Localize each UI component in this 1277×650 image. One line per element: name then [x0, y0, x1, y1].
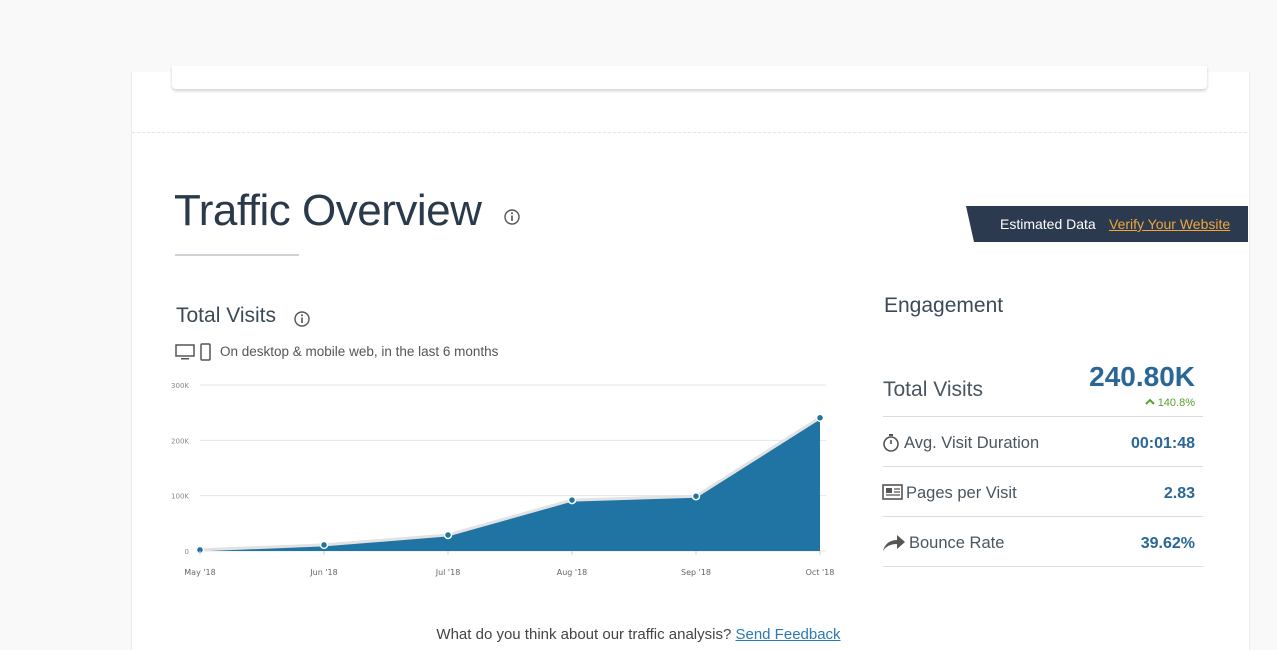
clock-icon [883, 434, 899, 452]
metric-label: Avg. Visit Duration [904, 434, 1040, 452]
x-tick-label: Jul '18 [435, 568, 461, 577]
verify-link[interactable]: Verify Your Website [1109, 216, 1231, 232]
y-tick-label: 200K [171, 437, 189, 445]
row-divider [883, 566, 1203, 567]
up-caret [1145, 398, 1155, 405]
info-icon[interactable] [503, 208, 521, 226]
divider [132, 132, 1247, 133]
chart: 0 100K 200K 300K May '18 Jun '18 Jul '18 Aug '1… [171, 382, 835, 577]
card [172, 66, 1207, 89]
metric-change: 140.8% [1157, 397, 1195, 409]
y-tick-label: 300K [171, 382, 189, 390]
line [199, 416, 821, 552]
estimated-banner [966, 206, 1248, 242]
row-divider [883, 416, 1203, 417]
metric-label: Total Visits [883, 378, 983, 401]
x-tick-label: Sep '18 [681, 568, 711, 577]
device-icons [175, 343, 211, 361]
chart-title: Total Visits [176, 304, 276, 327]
content-panel [131, 72, 1250, 650]
row-divider [883, 466, 1203, 467]
metric-value: 2.83 [1163, 485, 1195, 502]
feedback-link[interactable]: Send Feedback [735, 626, 841, 643]
bounce-icon [883, 535, 905, 551]
point [815, 413, 825, 423]
y-tick-label: 0 [185, 548, 189, 556]
footer: What do you think about our traffic anal… [0, 626, 1277, 643]
row-divider [883, 516, 1203, 517]
metric-value: 39.62% [1140, 535, 1195, 552]
metric-value: 00:01:48 [1130, 435, 1195, 452]
chart-subtitle: On desktop & mobile web, in the last 6 m… [220, 344, 499, 359]
point [443, 530, 453, 540]
engagement-title: Engagement [884, 294, 1004, 317]
point [691, 491, 701, 501]
point [567, 495, 577, 505]
footer-question: What do you think about our traffic anal… [436, 626, 732, 643]
metric-label: Bounce Rate [909, 534, 1005, 552]
x-tick-label: Jun '18 [309, 568, 337, 577]
point [319, 540, 329, 550]
pages-icon [882, 484, 903, 500]
title-underline [175, 254, 299, 256]
page-title: Traffic Overview [174, 186, 482, 235]
x-tick-label: Aug '18 [557, 568, 588, 577]
x-tick-label: Oct '18 [806, 568, 835, 577]
metric-label: Pages per Visit [906, 484, 1017, 502]
area [200, 417, 820, 551]
x-tick-label: May '18 [184, 568, 215, 577]
y-tick-label: 100K [171, 493, 189, 501]
estimated-label: Estimated Data [1000, 216, 1096, 232]
info-icon[interactable] [293, 310, 311, 328]
metric-value: 240.80K [1089, 361, 1195, 392]
